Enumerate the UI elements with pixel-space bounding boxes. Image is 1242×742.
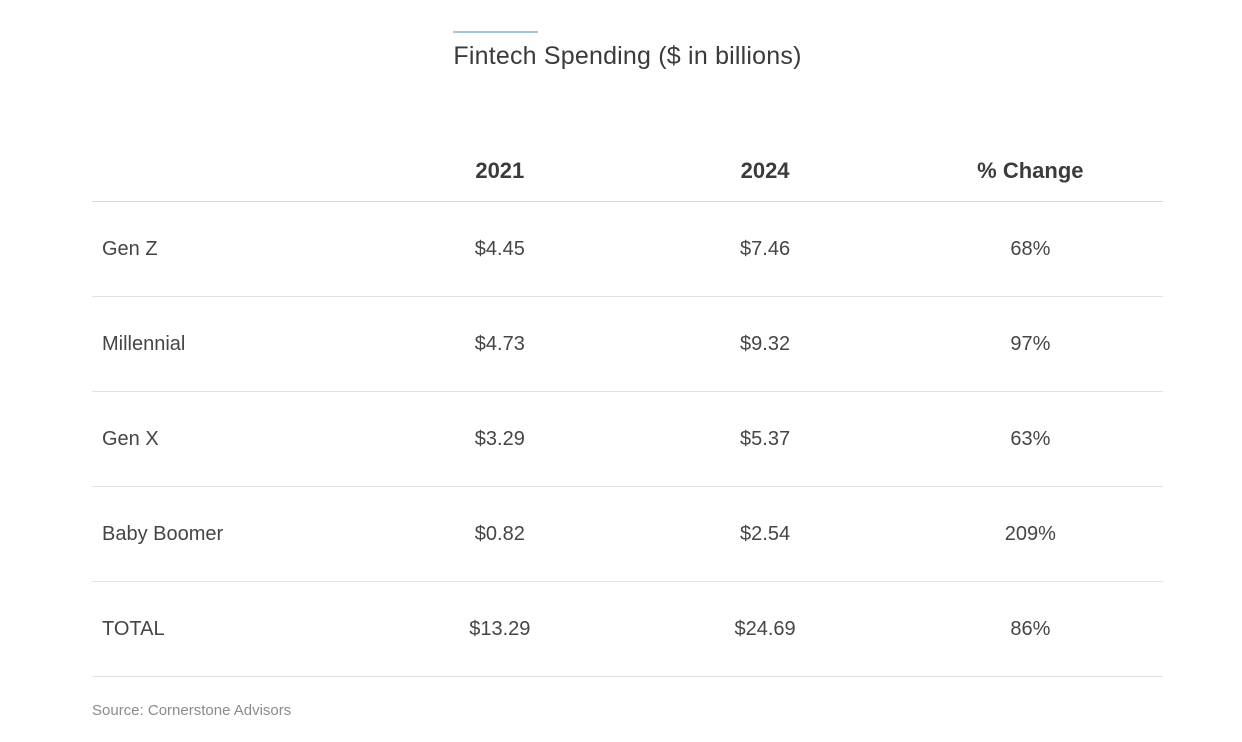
value-2021: $4.73	[367, 296, 633, 392]
value-2024: $9.32	[632, 296, 898, 392]
value-2021: $13.29	[367, 581, 633, 677]
header-2021: 2021	[367, 71, 633, 202]
row-label: TOTAL	[92, 581, 368, 677]
value-2024: $24.69	[632, 581, 898, 677]
header-row: 2021 2024 % Change	[92, 71, 1163, 202]
header-2024: 2024	[632, 71, 898, 202]
figure-title-block: Fintech Spending ($ in billions)	[92, 31, 1163, 71]
header-pct-change: % Change	[897, 71, 1163, 202]
value-pct-change: 68%	[897, 201, 1163, 297]
value-pct-change: 86%	[897, 581, 1163, 677]
table-row: Baby Boomer $0.82 $2.54 209%	[92, 486, 1163, 582]
value-2024: $5.37	[632, 391, 898, 487]
value-2021: $4.45	[367, 201, 633, 297]
value-pct-change: 63%	[897, 391, 1163, 487]
table-row-total: TOTAL $13.29 $24.69 86%	[92, 581, 1163, 677]
spending-table: 2021 2024 % Change Gen Z $4.45 $7.46 68%…	[92, 71, 1163, 677]
table-row: Millennial $4.73 $9.32 97%	[92, 296, 1163, 392]
figure-title: Fintech Spending ($ in billions)	[453, 42, 802, 70]
figure-title-inner: Fintech Spending ($ in billions)	[453, 31, 801, 71]
value-2024: $7.46	[632, 201, 898, 297]
title-accent-line	[453, 31, 539, 33]
header-blank-cell	[92, 71, 368, 202]
row-label: Gen X	[92, 391, 368, 487]
row-label: Baby Boomer	[92, 486, 368, 582]
figure-container: Fintech Spending ($ in billions) 2021 20…	[92, 31, 1163, 719]
value-2021: $3.29	[367, 391, 633, 487]
row-label: Millennial	[92, 296, 368, 392]
table-row: Gen Z $4.45 $7.46 68%	[92, 201, 1163, 297]
value-pct-change: 209%	[897, 486, 1163, 582]
source-note: Source: Cornerstone Advisors	[92, 702, 292, 719]
value-2021: $0.82	[367, 486, 633, 582]
row-label: Gen Z	[92, 201, 368, 297]
value-pct-change: 97%	[897, 296, 1163, 392]
value-2024: $2.54	[632, 486, 898, 582]
table-row: Gen X $3.29 $5.37 63%	[92, 391, 1163, 487]
